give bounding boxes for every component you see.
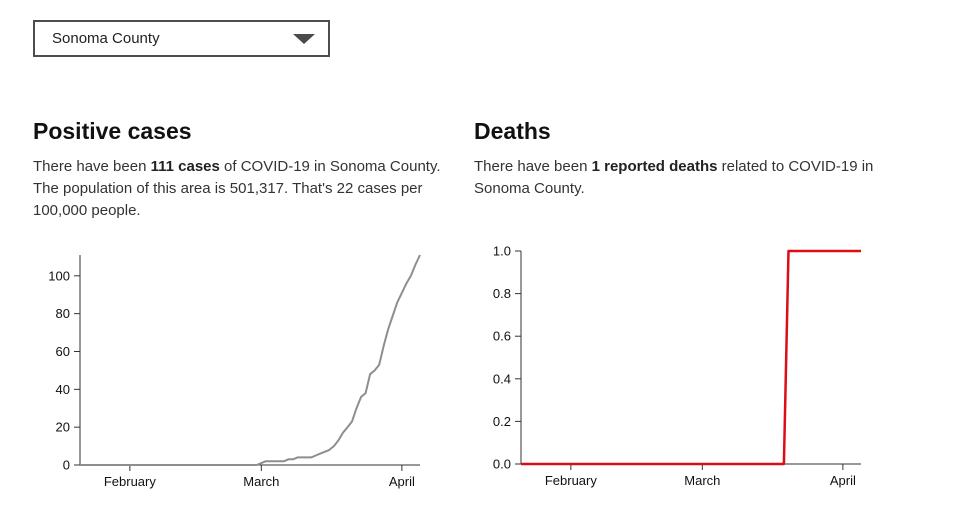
highlight-stat: 111 cases — [150, 158, 220, 176]
y-tick-label: 0.4 — [493, 372, 511, 387]
content-grid: Positive cases Deaths There have been 11… — [33, 118, 958, 497]
y-tick-label: 40 — [56, 382, 70, 397]
x-tick-label: April — [830, 473, 856, 488]
text-segment: related to COVID-19 in Sonoma County. — [474, 158, 874, 198]
county-select-value: Sonoma County — [52, 30, 160, 47]
x-tick-label: February — [104, 474, 157, 489]
chevron-down-icon — [293, 33, 315, 44]
y-tick-label: 0 — [63, 458, 70, 473]
cases-chart: 0 20 40 60 80 100 February March April — [33, 242, 443, 497]
section-title-cases: Positive cases — [33, 118, 192, 144]
y-tick-label: 20 — [56, 420, 70, 435]
text-segment: of COVID-19 in Sonoma County. The popula… — [33, 158, 441, 219]
cumulative-cases-line — [80, 255, 421, 467]
y-tick-label: 80 — [56, 307, 70, 322]
highlight-stat: 1 reported deaths — [591, 158, 718, 176]
page: Sonoma County Positive cases Deaths Ther… — [33, 20, 958, 497]
text-segment: There have been — [474, 158, 592, 176]
x-tick-label: April — [389, 474, 415, 489]
cumulative-deaths-line — [521, 250, 861, 466]
y-tick-label: 100 — [48, 269, 70, 284]
cumulative-deaths-svg: 0.0 0.2 0.4 0.6 0.8 1.0 February March April — [493, 244, 861, 488]
deaths-chart: 0.0 0.2 0.4 0.6 0.8 1.0 February March April — [474, 242, 884, 497]
county-select[interactable]: Sonoma County — [33, 20, 330, 57]
text-segment: There have been — [33, 158, 151, 176]
x-tick-label: March — [684, 473, 720, 488]
y-tick-label: 0.2 — [493, 414, 511, 429]
x-tick-label: March — [243, 474, 279, 489]
x-tick-label: February — [545, 473, 598, 488]
y-tick-label: 0.6 — [493, 329, 511, 344]
y-tick-label: 1.0 — [493, 244, 511, 259]
cumulative-cases-svg: 0 20 40 60 80 100 February March April — [48, 255, 421, 489]
deaths-summary: There have been 1 reported deaths relate… — [474, 156, 886, 242]
y-tick-label: 60 — [56, 344, 70, 359]
y-tick-label: 0.0 — [493, 457, 511, 472]
cases-summary: There have been 111 cases of COVID-19 in… — [33, 156, 443, 242]
y-tick-label: 0.8 — [493, 287, 511, 302]
section-title-deaths: Deaths — [474, 118, 551, 144]
